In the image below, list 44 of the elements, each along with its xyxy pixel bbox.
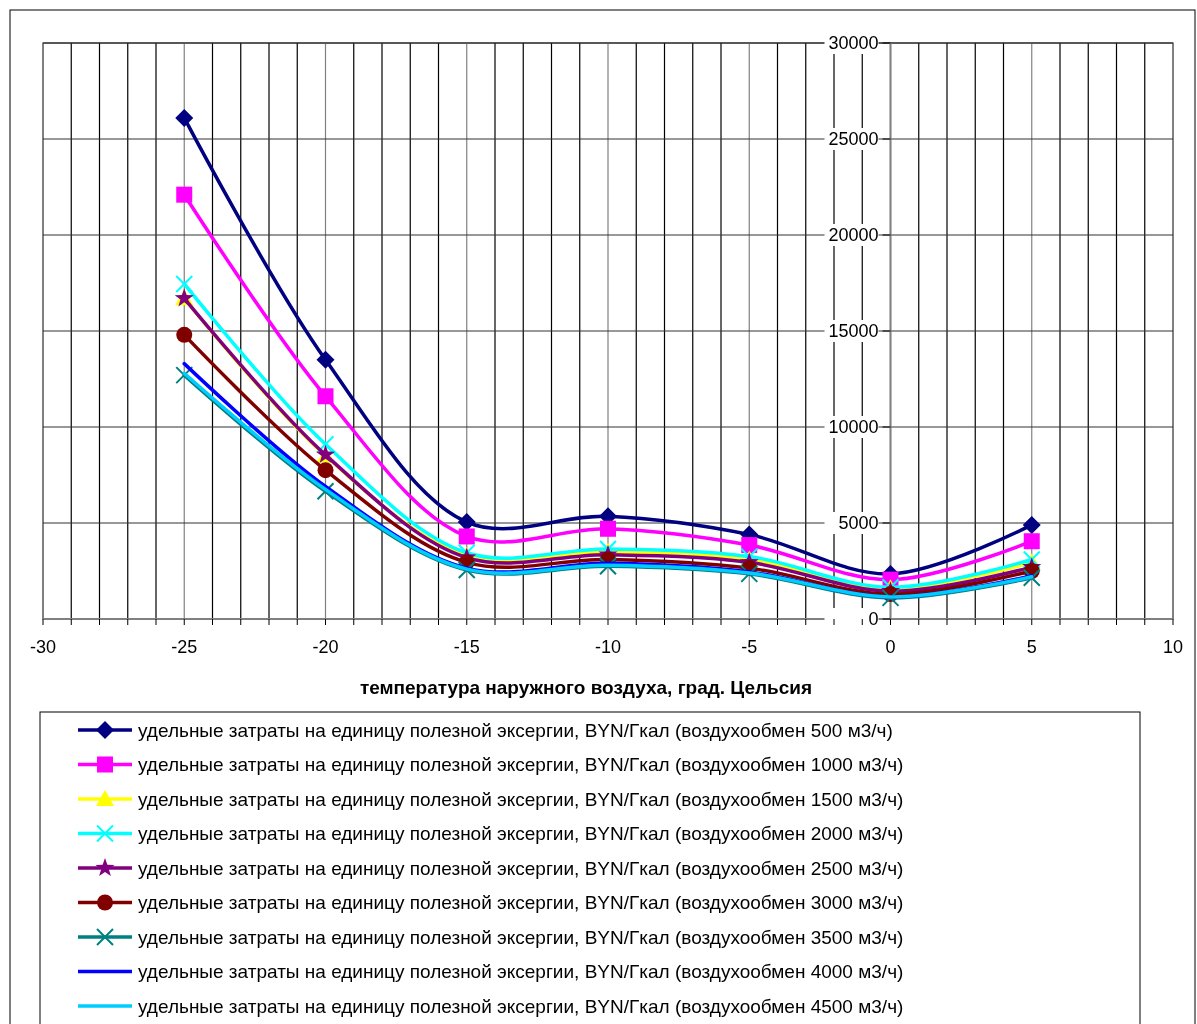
legend-label: удельные затраты на единицу полезной эксергии, BYN/Гкал (воздухообмен 500 м3/ч) [138,719,893,741]
legend-label: удельные затраты на единицу полезной эксергии, BYN/Гкал (воздухообмен 2000 м3/ч) [138,823,904,845]
legend-label: удельные затраты на единицу полезной эксергии, BYN/Гкал (воздухообмен 4000 м3/ч) [138,961,904,983]
y-tick-label: 10000 [828,417,879,438]
point [317,388,334,405]
legend-label: удельные затраты на единицу полезной эксергии, BYN/Гкал (воздухообмен 1500 м3/ч) [138,788,904,810]
point [175,366,194,385]
point [317,462,334,479]
y-tick-label: 5000 [838,513,879,534]
point [176,326,193,343]
x-tick-label: 5 [1026,637,1037,657]
legend-label: удельные затраты на единицу полезной эксергии, BYN/Гкал (воздухообмен 4500 м3/ч) [138,995,904,1017]
y-tick-label: 0 [868,609,879,630]
x-axis-title: температура наружного воздуха, град. Цельсия [359,677,813,698]
x-tick-label: -15 [453,637,480,657]
point [1022,568,1041,587]
x-tick-label: -20 [312,637,339,657]
x-tick-label: -5 [741,637,758,657]
y-tick-label: 30000 [828,33,879,54]
point [316,350,335,369]
point [740,564,759,583]
point [316,435,335,454]
y-tick-label: 20000 [828,225,879,246]
point [881,588,900,607]
x-tick-label: 10 [1162,637,1184,657]
point [176,186,193,203]
x-tick-label: -30 [29,637,57,657]
x-tick-label: -25 [171,637,198,657]
point [458,528,475,545]
point [600,520,616,537]
legend-label: удельные затраты на единицу полезной эксергии, BYN/Гкал (воздухообмен 3500 м3/ч) [138,926,904,948]
y-tick-label: 15000 [828,321,879,342]
x-tick-label: -10 [594,637,622,657]
point [457,561,476,580]
y-tick-label: 25000 [828,129,879,150]
legend-label: удельные затраты на единицу полезной эксергии, BYN/Гкал (воздухообмен 1000 м3/ч) [138,754,904,776]
legend-label: удельные затраты на единицу полезной эксергии, BYN/Гкал (воздухообмен 3000 м3/ч) [138,892,904,914]
point [175,274,194,293]
x-tick-label: 0 [885,637,896,657]
point [1023,533,1040,550]
point [1022,515,1041,534]
legend-label: удельные затраты на единицу полезной эксергии, BYN/Гкал (воздухообмен 2500 м3/ч) [138,857,904,879]
point [175,108,194,127]
point [599,557,617,576]
